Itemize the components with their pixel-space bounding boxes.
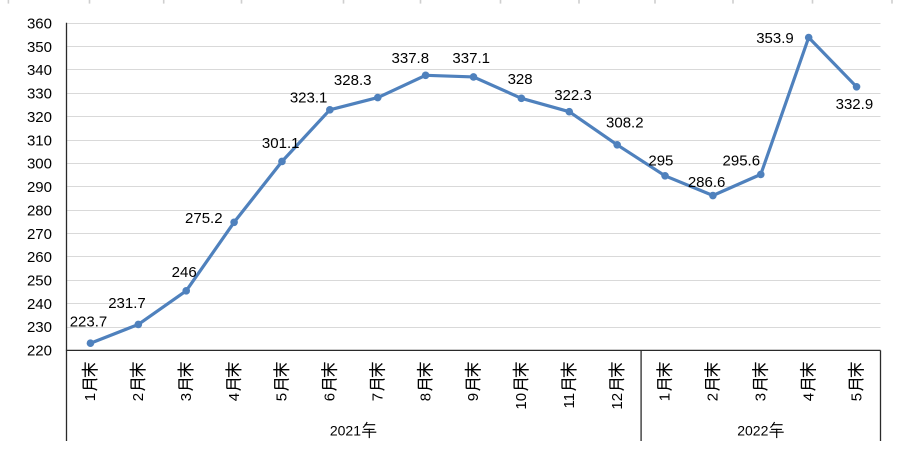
svg-text:9: 9: [465, 393, 482, 401]
svg-text:295.6: 295.6: [723, 153, 761, 170]
svg-text:220: 220: [27, 343, 52, 360]
svg-text:6: 6: [322, 393, 339, 401]
svg-text:2: 2: [705, 393, 722, 401]
svg-text:1: 1: [82, 393, 99, 401]
svg-text:2021: 2021: [330, 423, 361, 439]
svg-text:240: 240: [27, 296, 52, 313]
svg-text:337.1: 337.1: [452, 50, 490, 67]
svg-text:12: 12: [609, 393, 626, 410]
svg-text:7: 7: [369, 393, 386, 401]
svg-text:275.2: 275.2: [185, 210, 223, 227]
svg-text:360: 360: [27, 15, 52, 32]
svg-text:260: 260: [27, 249, 52, 266]
svg-text:280: 280: [27, 202, 52, 219]
svg-text:2: 2: [130, 393, 147, 401]
svg-text:322.3: 322.3: [554, 87, 592, 104]
svg-text:270: 270: [27, 226, 52, 243]
svg-text:2022: 2022: [737, 423, 768, 439]
svg-text:223.7: 223.7: [70, 313, 108, 330]
svg-text:340: 340: [27, 62, 52, 79]
svg-text:11: 11: [561, 393, 578, 409]
svg-text:1: 1: [657, 393, 674, 401]
svg-text:301.1: 301.1: [262, 135, 300, 152]
svg-text:328.3: 328.3: [334, 72, 372, 89]
svg-text:295: 295: [648, 153, 673, 170]
svg-text:330: 330: [27, 86, 52, 103]
svg-text:231.7: 231.7: [108, 295, 146, 312]
svg-text:300: 300: [27, 156, 52, 173]
svg-text:5: 5: [274, 393, 291, 401]
svg-text:290: 290: [27, 179, 52, 196]
svg-text:246: 246: [172, 264, 197, 281]
svg-text:4: 4: [800, 393, 817, 401]
svg-text:3: 3: [752, 393, 769, 401]
svg-text:337.8: 337.8: [392, 50, 430, 67]
svg-text:10: 10: [513, 393, 530, 410]
svg-text:4: 4: [226, 393, 243, 401]
svg-text:3: 3: [178, 393, 195, 401]
svg-text:8: 8: [417, 393, 434, 401]
svg-text:320: 320: [27, 109, 52, 126]
svg-text:5: 5: [848, 393, 865, 401]
svg-text:328: 328: [508, 71, 533, 88]
svg-text:286.6: 286.6: [688, 174, 726, 191]
svg-text:332.9: 332.9: [836, 96, 874, 113]
svg-text:350: 350: [27, 39, 52, 56]
svg-text:230: 230: [27, 319, 52, 336]
svg-text:308.2: 308.2: [606, 114, 644, 131]
svg-text:310: 310: [27, 132, 52, 149]
svg-text:323.1: 323.1: [290, 90, 328, 107]
svg-text:250: 250: [27, 272, 52, 289]
svg-text:353.9: 353.9: [756, 30, 794, 47]
